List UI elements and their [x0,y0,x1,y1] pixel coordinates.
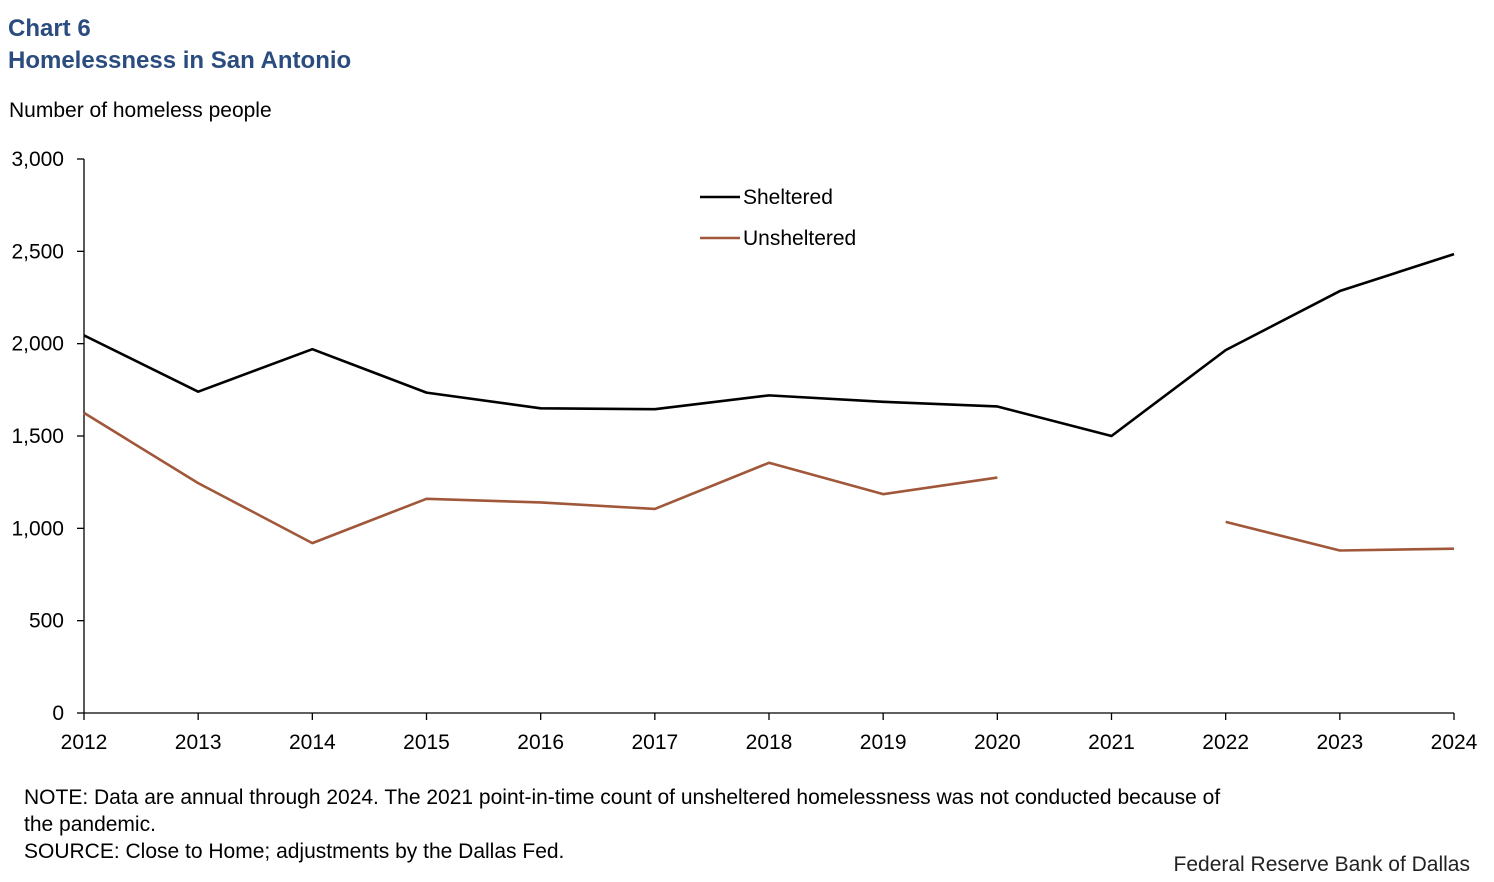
x-tick-label: 2024 [1431,731,1478,754]
series-unsheltered [83,411,1455,552]
chart-notes: NOTE: Data are annual through 2024. The … [24,784,1424,865]
series-line-sheltered [83,252,1455,438]
x-tick-label: 2021 [1088,731,1135,754]
series-line-unsheltered [83,411,998,545]
x-tick-label: 2019 [860,731,907,754]
y-tick-label: 0 [52,702,64,725]
chart-number: Chart 6 [8,15,91,42]
x-tick-label: 2022 [1202,731,1249,754]
x-tick-label: 2013 [175,731,222,754]
legend-item-sheltered: Sheltered [700,186,833,209]
x-tick-label: 2018 [746,731,793,754]
legend-label-unsheltered: Unsheltered [743,227,856,250]
x-tick-label: 2020 [974,731,1021,754]
source-text: SOURCE: Close to Home; adjustments by th… [24,840,565,863]
chart-series-layer [83,252,1455,552]
y-tick-label: 1,000 [11,517,64,540]
y-tick-label: 3,000 [11,148,64,171]
x-tick-label: 2017 [631,731,678,754]
chart-axes: 0 500 1,000 1,500 2,000 2,500 3,000 2012 2013 201… [11,148,1477,754]
legend-label-sheltered: Sheltered [743,186,833,209]
y-tick-label: 2,000 [11,333,64,356]
series-line-unsheltered [1225,520,1455,552]
chart-title: Homelessness in San Antonio [8,47,352,74]
note-text-line-1: NOTE: Data are annual through 2024. The … [24,786,1221,809]
y-axis-label: Number of homeless people [9,99,272,122]
y-tick-label: 1,500 [11,425,64,448]
x-tick-label: 2015 [403,731,450,754]
y-tick-label: 500 [29,610,64,633]
x-tick-label: 2023 [1316,731,1363,754]
x-tick-label: 2014 [289,731,336,754]
series-sheltered [83,252,1455,438]
chart-legend: Sheltered Unsheltered [700,186,856,250]
y-tick-label: 2,500 [11,240,64,263]
note-text-line-2: the pandemic. [24,813,156,836]
x-tick-label: 2016 [517,731,564,754]
x-tick-label: 2012 [61,731,108,754]
legend-item-unsheltered: Unsheltered [700,227,856,250]
credit-text: Federal Reserve Bank of Dallas [1173,853,1470,876]
